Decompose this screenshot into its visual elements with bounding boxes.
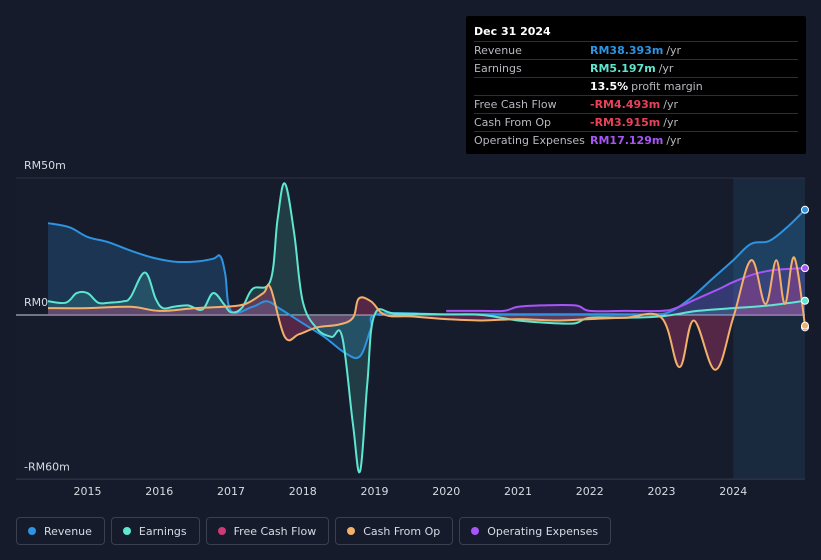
series-end-marker (801, 264, 809, 273)
tooltip-row-label: Operating Expenses (474, 134, 585, 147)
plot-background (16, 178, 805, 479)
series-end-marker (801, 296, 809, 305)
tooltip-row: Operating Expenses RM17.129m/yr (474, 132, 798, 149)
series-area-revenue (48, 209, 805, 359)
x-tick-label: 2023 (647, 485, 675, 498)
x-axis-labels: 2015 2016 2017 2018 2019 2020 2021 2022 2023 2024 (73, 485, 747, 498)
tooltip-row-value: RM17.129m (590, 134, 664, 147)
legend-dot-icon (28, 527, 36, 535)
legend-item-cash-from-op[interactable]: Cash From Op (335, 517, 454, 545)
tooltip: Dec 31 2024 Revenue RM38.393m/yr Earnings R… (466, 16, 806, 154)
legend-label: Operating Expenses (487, 524, 599, 538)
tooltip-row-value: -RM3.915m (590, 116, 661, 129)
x-tick-label: 2021 (504, 485, 532, 498)
tooltip-row-label: Cash From Op (474, 116, 552, 129)
legend-item-revenue[interactable]: Revenue (16, 517, 105, 545)
x-tick-label: 2022 (576, 485, 604, 498)
tooltip-row-unit: /yr (663, 116, 678, 129)
legend-item-earnings[interactable]: Earnings (110, 517, 200, 545)
legend-dot-icon (217, 527, 226, 535)
tooltip-row: 13.5% profit margin (474, 78, 798, 96)
tooltip-row-unit: /yr (666, 134, 682, 147)
series-layer (47, 182, 809, 474)
y-tick-label: RM0 (24, 296, 48, 309)
tooltip-row: Free Cash Flow -RM4.493m/yr (474, 96, 798, 114)
legend-label: Revenue (44, 524, 92, 538)
legend-dot-icon (122, 527, 131, 535)
legend-label: Earnings (138, 524, 187, 538)
legend-dot-icon (471, 527, 480, 535)
y-tick-label: -RM60m (24, 460, 70, 473)
series-line-earnings (47, 182, 806, 474)
y-axis-labels: RM50m RM0 -RM60m (24, 159, 70, 473)
tooltip-date: Dec 31 2024 (474, 24, 798, 42)
x-tick-label: 2016 (145, 485, 173, 498)
tooltip-row-unit: profit margin (631, 80, 703, 93)
x-tick-label: 2020 (432, 485, 460, 498)
legend-dot-icon (347, 527, 356, 535)
x-tick-label: 2015 (73, 485, 101, 498)
legend-label: Free Cash Flow (233, 524, 317, 538)
tooltip-row-unit: /yr (663, 98, 678, 111)
tooltip-row-label: Free Cash Flow (474, 98, 557, 111)
series-line-cash-from-op (47, 256, 806, 371)
legend-item-operating-expenses[interactable]: Operating Expenses (459, 517, 612, 545)
series-area-free-cash-flow (48, 257, 805, 370)
tooltip-rows: Revenue RM38.393m/yr Earnings RM5.197m/yr 13… (474, 42, 798, 149)
tooltip-row: Revenue RM38.393m/yr (474, 42, 798, 60)
series-line-revenue (47, 209, 806, 360)
tooltip-row-value: -RM4.493m (590, 98, 661, 111)
x-tick-label: 2019 (360, 485, 388, 498)
x-tick-label: 2024 (719, 485, 747, 498)
series-area-operating-expenses (446, 268, 805, 315)
tooltip-row-label: Earnings (474, 62, 522, 75)
tooltip-row-value: RM5.197m (590, 62, 656, 75)
tooltip-row-unit: /yr (658, 62, 674, 75)
forecast-band (733, 178, 805, 479)
x-tick-label: 2018 (289, 485, 317, 498)
legend: Revenue Earnings Free Cash Flow Cash From O… (16, 517, 612, 545)
tooltip-row-unit: /yr (666, 44, 682, 57)
legend-item-free-cash-flow[interactable]: Free Cash Flow (205, 517, 330, 545)
series-end-marker (801, 205, 809, 214)
tooltip-row: Cash From Op -RM3.915m/yr (474, 114, 798, 132)
x-tick-label: 2017 (217, 485, 245, 498)
tooltip-row-label: Revenue (474, 44, 522, 57)
tooltip-row-value: 13.5% (590, 80, 629, 93)
legend-label: Cash From Op (363, 524, 441, 538)
y-tick-label: RM50m (24, 159, 66, 172)
tooltip-row-value: RM38.393m (590, 44, 664, 57)
series-end-marker (801, 321, 809, 330)
tooltip-row-label (474, 78, 590, 95)
tooltip-row: Earnings RM5.197m/yr (474, 60, 798, 78)
